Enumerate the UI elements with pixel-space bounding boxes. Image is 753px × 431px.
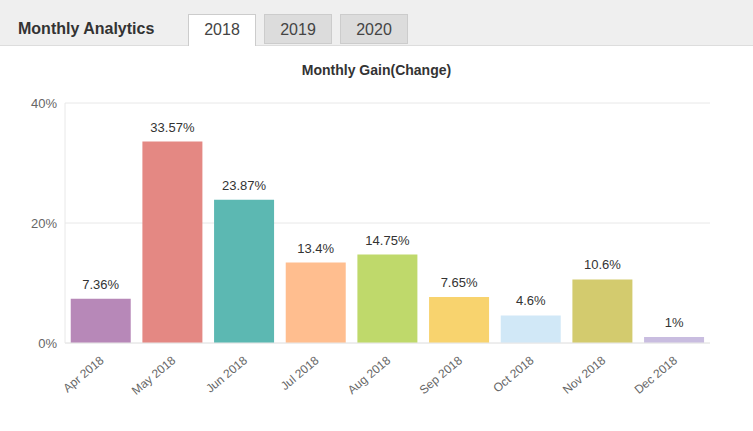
svg-text:Aug 2018: Aug 2018	[345, 353, 394, 397]
svg-text:4.6%: 4.6%	[516, 293, 546, 308]
svg-text:Sep 2018: Sep 2018	[417, 353, 466, 397]
svg-text:7.36%: 7.36%	[82, 277, 119, 292]
svg-text:Apr 2018: Apr 2018	[60, 353, 107, 395]
svg-text:May 2018: May 2018	[129, 353, 179, 398]
svg-text:13.4%: 13.4%	[297, 241, 334, 256]
svg-text:10.6%: 10.6%	[584, 257, 621, 272]
svg-text:7.65%: 7.65%	[441, 275, 478, 290]
svg-text:Dec 2018: Dec 2018	[632, 353, 681, 397]
svg-text:Nov 2018: Nov 2018	[560, 353, 609, 397]
html-text:2020: 2020	[356, 21, 392, 38]
svg-text:Jun 2018: Jun 2018	[203, 353, 250, 396]
svg-text:Jul 2018: Jul 2018	[278, 353, 322, 393]
html-text:2018: 2018	[204, 21, 240, 38]
svg-text:Oct 2018: Oct 2018	[490, 353, 537, 395]
svg-text:23.87%: 23.87%	[222, 178, 267, 193]
html-text:Monthly Analytics: Monthly Analytics	[18, 20, 155, 37]
svg-text:40%: 40%	[31, 96, 57, 111]
svg-text:14.75%: 14.75%	[365, 233, 410, 248]
html-text:Monthly Gain(Change): Monthly Gain(Change)	[301, 62, 452, 78]
html-text:2019: 2019	[280, 21, 316, 38]
svg-text:20%: 20%	[31, 216, 57, 231]
svg-text:1%: 1%	[665, 315, 684, 330]
svg-text:33.57%: 33.57%	[150, 120, 195, 135]
svg-text:0%: 0%	[38, 336, 57, 351]
